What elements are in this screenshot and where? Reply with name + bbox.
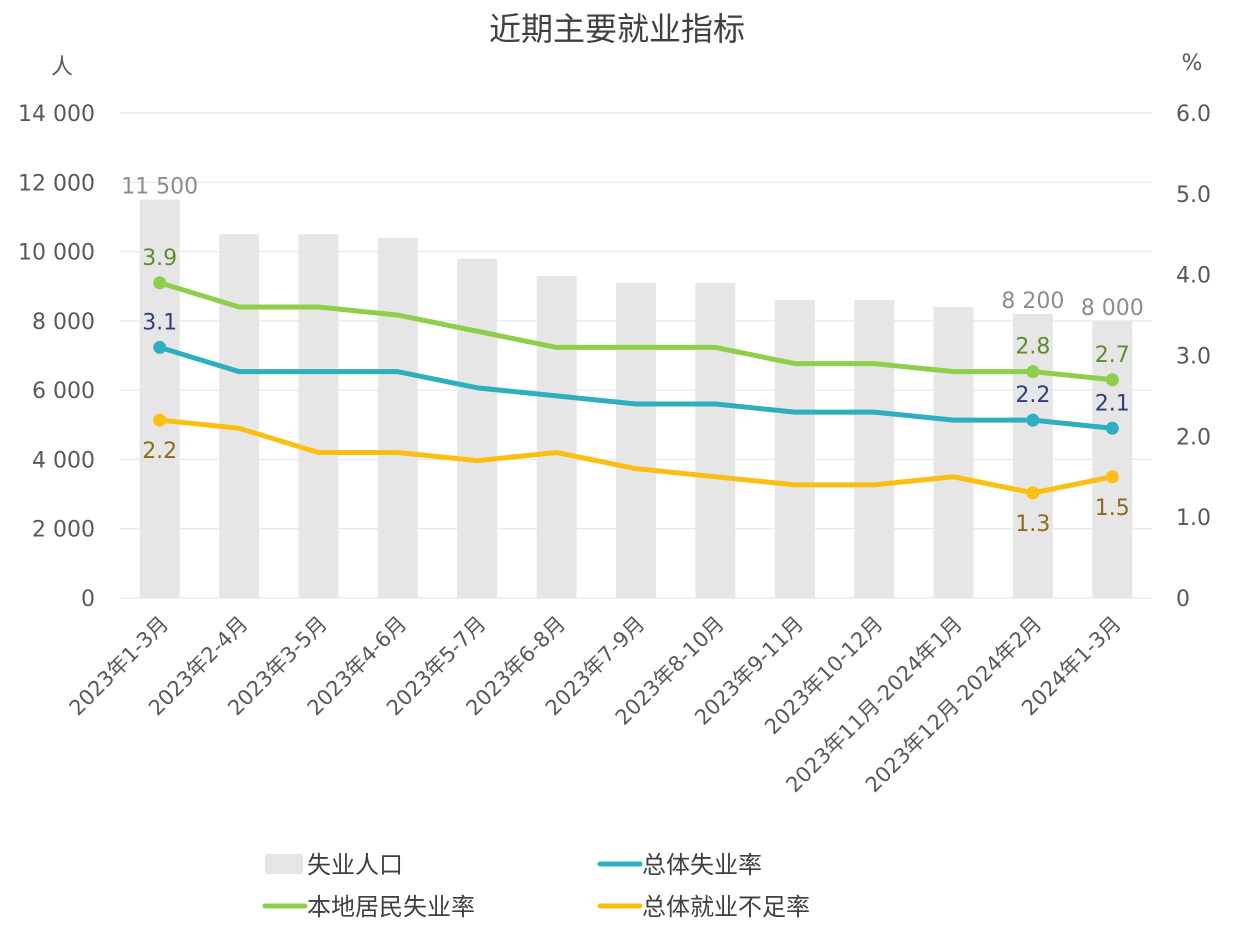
left-tick-label: 0 [81,587,95,612]
data-point [1026,365,1040,379]
legend-label: 失业人口 [307,851,403,879]
legend-label: 总体就业不足率 [642,893,810,921]
right-tick-label: 6.0 [1176,102,1211,127]
series-line [157,344,1115,431]
line-data-label: 2.1 [1095,391,1130,416]
data-point [1105,421,1119,435]
bar-data-label: 8 200 [1001,289,1064,314]
data-point [153,276,167,290]
data-point [1026,413,1040,427]
series-line [157,417,1115,496]
line-data-label: 1.5 [1095,496,1130,521]
legend-label: 总体失业率 [642,851,762,879]
bar [774,300,815,598]
right-tick-label: 1.0 [1176,506,1211,531]
bar [298,234,339,598]
right-tick-label: 3.0 [1176,345,1211,370]
line-data-label: 2.8 [1015,335,1050,360]
data-labels: 11 500 8 200 8 000 3.1 2.2 2.1 3.9 2.8 2.7 2.2 1.3… [121,175,1144,537]
line-data-label: 2.2 [1015,383,1050,408]
bar [1092,320,1133,598]
right-tick-label: 0 [1176,587,1190,612]
series-line [157,280,1115,383]
line-data-label: 1.3 [1015,512,1050,537]
chart-title: 近期主要就业指标 [489,10,745,48]
left-tick-label: 12 000 [18,171,95,196]
left-tick-label: 10 000 [18,241,95,266]
line-data-label: 2.2 [142,439,177,464]
right-tick-label: 5.0 [1176,183,1211,208]
bar [377,237,418,598]
left-tick-label: 14 000 [18,102,95,127]
data-point [1026,486,1040,500]
bars [139,199,1133,598]
bar [933,307,974,598]
left-tick-label: 4 000 [32,448,95,473]
left-axis-unit: 人 [51,55,73,80]
data-point [153,340,167,354]
series-lines [153,276,1119,500]
line-data-label: 2.7 [1095,343,1130,368]
bar [536,275,577,598]
bar-data-label: 11 500 [121,175,198,200]
line-data-label: 3.9 [142,246,177,271]
right-tick-label: 4.0 [1176,264,1211,289]
bar [219,234,260,598]
line-data-label: 3.1 [142,310,177,335]
data-point [153,413,167,427]
legend-label: 本地居民失业率 [307,893,475,921]
bar [854,300,895,598]
left-axis-ticks: 0 2 000 4 000 6 000 8 000 10 000 12 000 14 000 [18,102,95,612]
left-tick-label: 8 000 [32,310,95,335]
bar [616,282,656,598]
right-axis-unit: % [1182,51,1203,76]
bar-data-label: 8 000 [1081,296,1144,321]
right-axis-ticks: 0 1.0 2.0 3.0 4.0 5.0 6.0 [1176,102,1211,612]
left-tick-label: 6 000 [32,379,95,404]
category-labels: 2023年1-3月2023年2-4月2023年3-5月2023年4-6月2023… [65,612,1126,798]
legend-swatch-bar [265,854,303,874]
bar [1012,313,1053,598]
bar [139,199,180,598]
data-point [1105,373,1119,387]
left-tick-label: 2 000 [32,518,95,543]
bar [695,282,736,598]
data-point [1105,470,1119,484]
bar [457,258,498,598]
right-tick-label: 2.0 [1176,425,1211,450]
